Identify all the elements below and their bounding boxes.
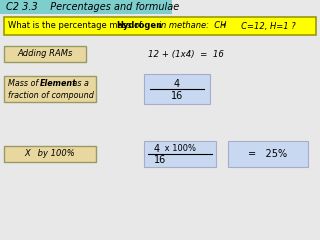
Text: 16: 16 bbox=[154, 155, 166, 165]
Text: What is the percentage mass of: What is the percentage mass of bbox=[8, 22, 145, 30]
FancyBboxPatch shape bbox=[4, 146, 96, 162]
Text: 4: 4 bbox=[174, 79, 180, 89]
Text: Hydrogen: Hydrogen bbox=[116, 22, 162, 30]
Text: X   by 100%: X by 100% bbox=[25, 150, 76, 158]
Text: Mass of: Mass of bbox=[8, 79, 41, 89]
Text: 16: 16 bbox=[171, 90, 183, 101]
FancyBboxPatch shape bbox=[0, 0, 172, 14]
Text: 4: 4 bbox=[222, 23, 226, 28]
FancyBboxPatch shape bbox=[228, 141, 308, 167]
Text: =   25%: = 25% bbox=[248, 149, 288, 159]
FancyBboxPatch shape bbox=[4, 76, 96, 102]
Text: fraction of compound: fraction of compound bbox=[8, 90, 94, 100]
Text: Adding RAMs: Adding RAMs bbox=[17, 49, 73, 59]
Text: x 100%: x 100% bbox=[162, 144, 196, 153]
FancyBboxPatch shape bbox=[144, 74, 210, 104]
Text: C2 3.3    Percentages and formulae: C2 3.3 Percentages and formulae bbox=[6, 2, 179, 12]
FancyBboxPatch shape bbox=[4, 17, 316, 35]
Text: C=12, H=1 ?: C=12, H=1 ? bbox=[228, 22, 296, 30]
Text: Element: Element bbox=[40, 79, 77, 89]
FancyBboxPatch shape bbox=[144, 141, 216, 167]
Text: in methane:  CH: in methane: CH bbox=[156, 22, 226, 30]
FancyBboxPatch shape bbox=[4, 46, 86, 62]
Text: 12 + (1x4)  =  16: 12 + (1x4) = 16 bbox=[148, 49, 224, 59]
Text: 4: 4 bbox=[154, 144, 160, 154]
Text: as a: as a bbox=[70, 79, 89, 89]
